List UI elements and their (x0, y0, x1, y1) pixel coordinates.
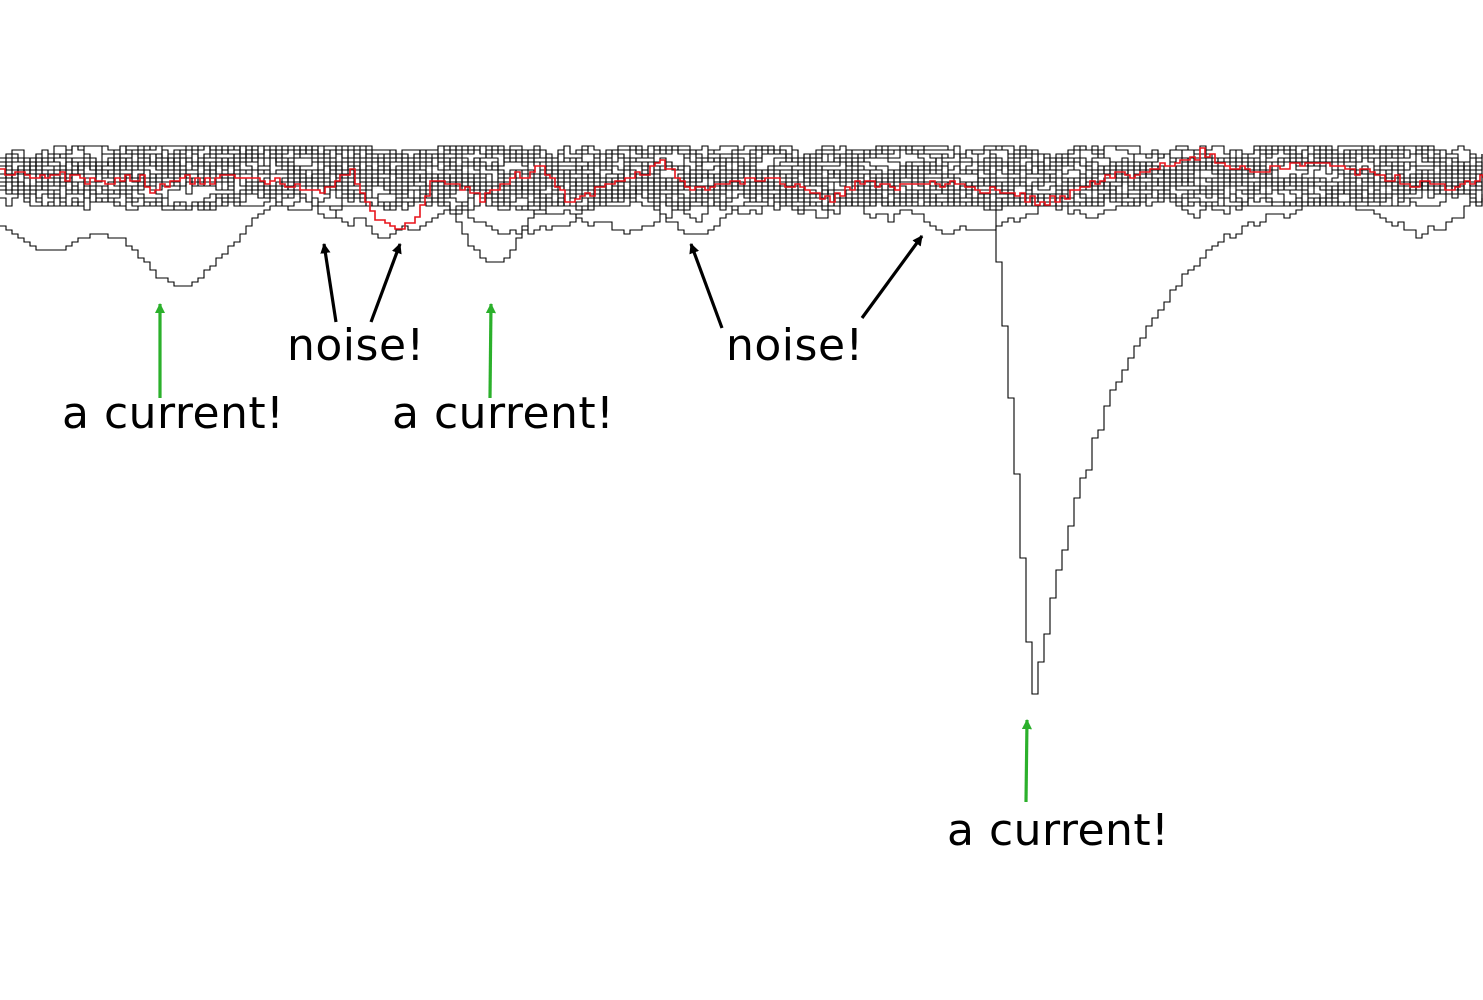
current-arrow (485, 302, 497, 399)
annotation-current-2: a current! (392, 388, 615, 439)
event-trace-current-2 (0, 169, 1482, 263)
noise-arrow (320, 242, 338, 323)
noise-arrow (369, 243, 402, 323)
event-traces (0, 161, 1483, 695)
highlighted-trace (0, 147, 1483, 230)
current-arrow (1021, 718, 1033, 803)
annotation-current-1: a current! (62, 388, 285, 439)
event-trace-current-1 (0, 169, 1482, 287)
noise-arrow (860, 235, 924, 319)
annotation-noise-1: noise! (287, 320, 425, 371)
event-trace-current-3 (0, 161, 1483, 695)
noise-arrow (689, 243, 724, 329)
annotation-current-3: a current! (947, 805, 1170, 856)
annotation-noise-2: noise! (726, 320, 864, 371)
annotation-arrows (154, 235, 1033, 803)
highlight-trace-line (0, 147, 1483, 230)
